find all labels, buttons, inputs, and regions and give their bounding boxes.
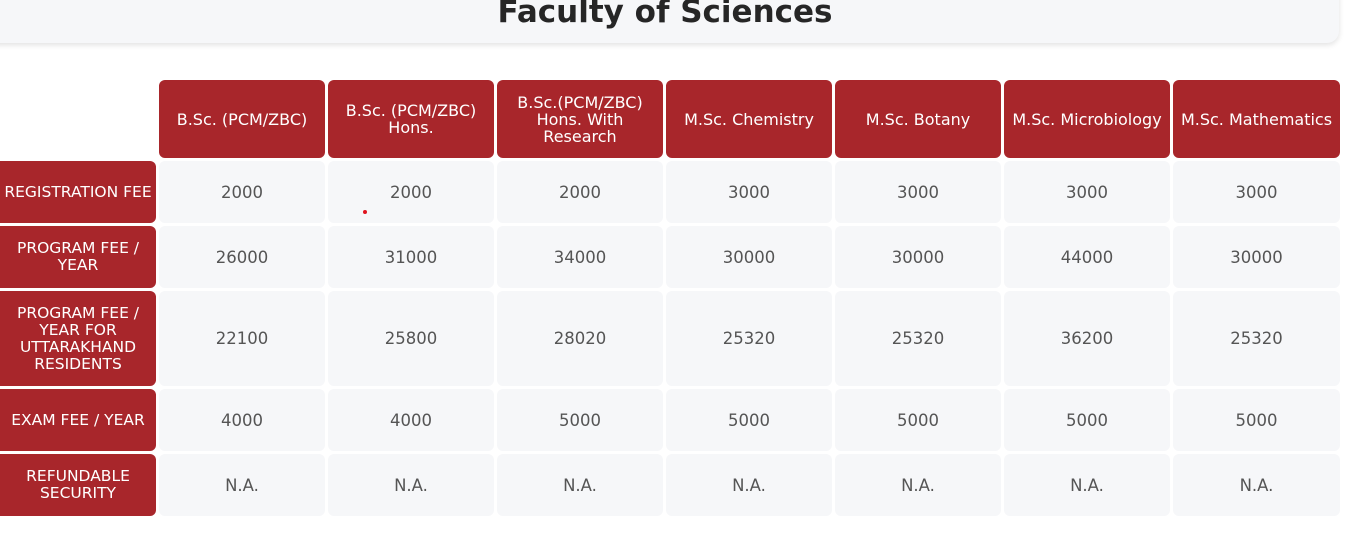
table-cell: N.A. — [159, 454, 325, 516]
row-header: PROGRAM FEE / YEAR FOR UTTARAKHAND RESID… — [0, 291, 156, 386]
table-cell: 3000 — [666, 161, 832, 223]
table-cell: N.A. — [835, 454, 1001, 516]
table-cell: N.A. — [328, 454, 494, 516]
table-cell: 36200 — [1004, 291, 1170, 386]
table-cell: 3000 — [1173, 161, 1340, 223]
table-cell: 25320 — [835, 291, 1001, 386]
column-header: M.Sc. Microbiology — [1004, 80, 1170, 158]
table-cell: 3000 — [835, 161, 1001, 223]
table-cell: 4000 — [328, 389, 494, 451]
fee-table: B.Sc. (PCM/ZBC) B.Sc. (PCM/ZBC) Hons. B.… — [0, 80, 1340, 516]
table-cell: 4000 — [159, 389, 325, 451]
table-cell: 2000 — [159, 161, 325, 223]
table-cell: 44000 — [1004, 226, 1170, 288]
table-cell: N.A. — [666, 454, 832, 516]
table-cell: 34000 — [497, 226, 663, 288]
table-cell: N.A. — [1004, 454, 1170, 516]
column-header: M.Sc. Botany — [835, 80, 1001, 158]
row-header: REGISTRATION FEE — [0, 161, 156, 223]
title-card — [0, 0, 1339, 43]
table-cell: 5000 — [1173, 389, 1340, 451]
table-cell: 25320 — [666, 291, 832, 386]
table-cell: 25800 — [328, 291, 494, 386]
column-header: B.Sc.(PCM/ZBC) Hons. With Research — [497, 80, 663, 158]
column-header: M.Sc. Chemistry — [666, 80, 832, 158]
table-cell: 26000 — [159, 226, 325, 288]
table-corner — [0, 80, 156, 158]
red-dot-marker — [363, 210, 367, 214]
table-cell: 2000 — [328, 161, 494, 223]
table-cell: 5000 — [666, 389, 832, 451]
table-cell: 3000 — [1004, 161, 1170, 223]
table-cell: 28020 — [497, 291, 663, 386]
table-cell: 30000 — [666, 226, 832, 288]
table-cell: 5000 — [1004, 389, 1170, 451]
column-header: B.Sc. (PCM/ZBC) Hons. — [328, 80, 494, 158]
table-cell: 30000 — [1173, 226, 1340, 288]
table-cell: 25320 — [1173, 291, 1340, 386]
row-header: EXAM FEE / YEAR — [0, 389, 156, 451]
table-cell: 22100 — [159, 291, 325, 386]
table-cell: 30000 — [835, 226, 1001, 288]
table-cell: 2000 — [497, 161, 663, 223]
table-cell: 5000 — [497, 389, 663, 451]
table-cell: 5000 — [835, 389, 1001, 451]
column-header: M.Sc. Mathematics — [1173, 80, 1340, 158]
table-cell: 31000 — [328, 226, 494, 288]
table-cell: N.A. — [497, 454, 663, 516]
row-header: PROGRAM FEE / YEAR — [0, 226, 156, 288]
row-header: REFUNDABLE SECURITY — [0, 454, 156, 516]
table-cell: N.A. — [1173, 454, 1340, 516]
column-header: B.Sc. (PCM/ZBC) — [159, 80, 325, 158]
page-title: Faculty of Sciences — [497, 0, 833, 30]
